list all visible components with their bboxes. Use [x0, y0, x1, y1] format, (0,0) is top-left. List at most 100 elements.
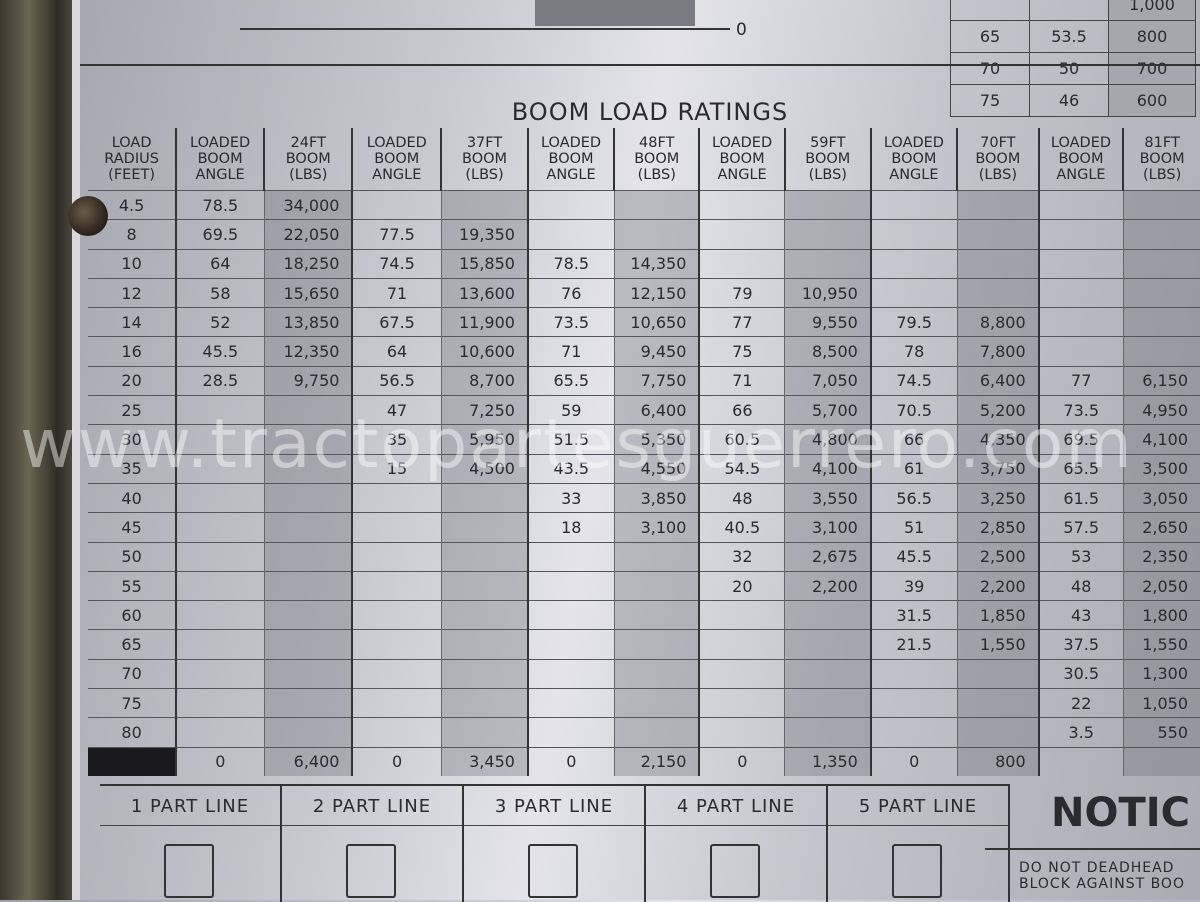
boom-angle-cell — [351, 629, 442, 660]
load-lbs-cell: 8,700 — [440, 365, 528, 396]
load-lbs-cell — [440, 600, 528, 630]
boom-angle-cell — [698, 717, 785, 748]
load-radius-cell: 60 — [88, 600, 177, 630]
load-lbs-cell — [784, 629, 871, 660]
load-radius-cell: 14 — [88, 307, 177, 337]
boom-angle-cell — [351, 570, 442, 601]
part-line-panel: 5 PART LINE — [828, 786, 1010, 902]
boom-angle-cell — [175, 629, 264, 660]
load-lbs-cell: 10,650 — [613, 307, 700, 337]
load-lbs-cell: 6,400 — [956, 365, 1039, 396]
load-lbs-cell — [440, 512, 528, 543]
boom-angle-cell: 0 — [698, 746, 785, 776]
load-lbs-cell: 3,250 — [956, 482, 1039, 513]
boom-angle-cell: 79 — [698, 277, 785, 308]
load-lbs-cell: 2,200 — [784, 570, 871, 601]
load-lbs-cell — [263, 541, 353, 572]
boom-angle-cell: 45.5 — [175, 336, 264, 367]
column-header: 81FT BOOM (LBS) — [1122, 128, 1200, 191]
boom-angle-cell — [526, 541, 615, 572]
top-right-table: 1,000 65 53.5 800 70 50 700 75 46 600 — [950, 0, 1196, 117]
load-lbs-cell — [1122, 189, 1200, 220]
load-lbs-cell: 800 — [956, 746, 1039, 776]
load-radius-cell: 16 — [88, 336, 177, 367]
load-lbs-cell: 550 — [1122, 717, 1200, 748]
mini-row: 65 53.5 800 — [950, 20, 1196, 53]
load-lbs-cell: 5,700 — [784, 395, 871, 425]
load-lbs-cell: 2,650 — [1122, 512, 1200, 543]
mini-cell: 70 — [950, 52, 1030, 85]
table-row: 45 18 3,100 40.5 3,100 51 2,850 57.5 2,650 — [88, 512, 1200, 543]
top-chart-fragment — [240, 0, 730, 30]
boom-angle-cell: 64 — [351, 336, 442, 367]
boom-angle-cell — [698, 600, 785, 630]
part-line-panel: 2 PART LINE — [282, 786, 464, 902]
boom-angle-cell: 54.5 — [698, 453, 785, 484]
boom-angle-cell — [869, 688, 958, 718]
boom-angle-cell: 73.5 — [1037, 395, 1124, 425]
boom-angle-cell: 57.5 — [1037, 512, 1124, 543]
boom-angle-cell: 3.5 — [1037, 717, 1124, 748]
notice-text: DO NOT DEADHEAD BLOCK AGAINST BOO — [1019, 860, 1185, 892]
load-lbs-cell — [784, 688, 871, 718]
load-lbs-cell: 18,250 — [263, 248, 353, 279]
load-lbs-cell: 11,900 — [440, 307, 528, 337]
boom-angle-cell — [526, 717, 615, 748]
load-lbs-cell — [263, 424, 353, 455]
load-radius-cell — [88, 746, 177, 776]
hook-block-icon — [346, 844, 396, 898]
boom-angle-cell — [175, 570, 264, 601]
boom-angle-cell: 78.5 — [526, 248, 615, 279]
boom-angle-cell: 79.5 — [869, 307, 958, 337]
load-lbs-cell: 14,350 — [613, 248, 700, 279]
boom-angle-cell — [175, 541, 264, 572]
boom-angle-cell: 47 — [351, 395, 442, 425]
mini-cell: 800 — [1108, 20, 1196, 53]
load-lbs-cell: 5,200 — [956, 395, 1039, 425]
boom-angle-cell: 77 — [1037, 365, 1124, 396]
table-row: 0 6,400 0 3,450 0 2,150 0 1,350 0 800 — [88, 746, 1200, 776]
boom-angle-cell: 0 — [526, 746, 615, 776]
load-radius-cell: 50 — [88, 541, 177, 572]
watermark: www.tractopartesguerrero.com — [20, 405, 1134, 484]
boom-angle-cell — [698, 688, 785, 718]
boom-angle-cell: 76 — [526, 277, 615, 308]
boom-angle-cell: 74.5 — [869, 365, 958, 396]
load-lbs-cell: 3,450 — [440, 746, 528, 776]
column-header: 24FT BOOM (LBS) — [262, 128, 353, 191]
boom-angle-cell — [526, 658, 615, 689]
load-radius-cell: 65 — [88, 629, 177, 660]
load-lbs-cell: 1,550 — [956, 629, 1039, 660]
boom-angle-cell: 61 — [869, 453, 958, 484]
load-lbs-cell — [784, 219, 871, 250]
boom-angle-cell — [698, 219, 785, 250]
mini-row: 70 50 700 — [950, 52, 1196, 85]
boom-angle-cell: 43.5 — [526, 453, 615, 484]
table-row: 10 64 18,250 74.5 15,850 78.5 14,350 — [88, 248, 1200, 279]
load-lbs-cell — [956, 688, 1039, 718]
load-lbs-cell: 9,550 — [784, 307, 871, 337]
mini-cell: 600 — [1108, 84, 1196, 117]
boom-angle-cell: 31.5 — [869, 600, 958, 630]
boom-angle-cell — [175, 717, 264, 748]
mini-cell — [950, 0, 1030, 21]
load-lbs-cell: 7,250 — [440, 395, 528, 425]
boom-angle-cell — [175, 688, 264, 718]
table-row: 60 31.5 1,850 43 1,800 — [88, 600, 1200, 630]
load-radius-cell: 35 — [88, 453, 177, 484]
load-lbs-cell: 4,500 — [440, 453, 528, 484]
boom-angle-cell — [1037, 219, 1124, 250]
boom-angle-cell: 59 — [526, 395, 615, 425]
load-lbs-cell — [784, 600, 871, 630]
boom-angle-cell — [869, 658, 958, 689]
load-lbs-cell: 15,850 — [440, 248, 528, 279]
table-row: 25 47 7,250 59 6,400 66 5,700 70.5 5,200 73.5 4,95… — [88, 395, 1200, 425]
column-header: LOADED BOOM ANGLE — [526, 128, 615, 191]
boom-angle-cell: 22 — [1037, 688, 1124, 718]
boom-angle-cell: 65.5 — [1037, 453, 1124, 484]
load-lbs-cell: 9,750 — [263, 365, 353, 396]
load-lbs-cell — [440, 189, 528, 220]
load-radius-cell: 10 — [88, 248, 177, 279]
table-row: 4.5 78.5 34,000 — [88, 189, 1200, 220]
boom-angle-cell — [526, 219, 615, 250]
